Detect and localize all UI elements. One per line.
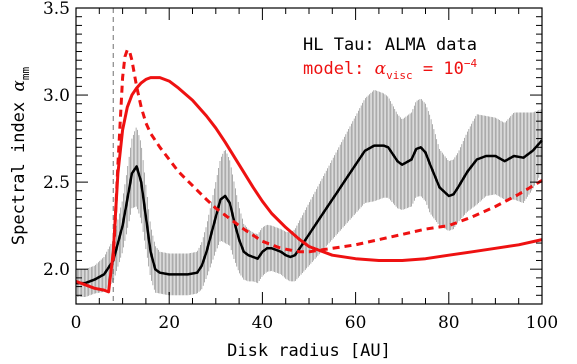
y-tick-label: 3.0 (43, 86, 70, 106)
legend-model-prefix: model: (303, 59, 375, 79)
x-tick-label: 100 (526, 313, 558, 333)
series-line-1 (76, 139, 543, 285)
series-group (75, 48, 543, 294)
y-axis-title-symbol: α (9, 80, 29, 92)
legend-model-label: model: αvisc = 10−4 (303, 57, 477, 82)
legend-data-label: HL Tau: ALMA data (303, 35, 477, 55)
ticks (75, 7, 543, 305)
series-line-2 (75, 76, 543, 294)
x-tick-label: 20 (158, 313, 180, 333)
series-line-3 (111, 48, 543, 261)
x-tick-label: 0 (71, 313, 82, 333)
y-tick-label: 3.5 (43, 0, 70, 19)
error-band (75, 90, 542, 298)
legend-model-subscript: visc (386, 69, 413, 82)
y-tick-labels: 2.0 2.5 3.0 3.5 (43, 0, 70, 280)
y-axis-title-main: Spectral index (9, 102, 29, 245)
y-axis-title-subscript: mm (19, 66, 32, 80)
x-axis-title: Disk radius [AU] (227, 341, 391, 361)
x-tick-label: 60 (345, 313, 367, 333)
legend-model-symbol: α (375, 59, 387, 79)
y-tick-label: 2.0 (43, 260, 70, 280)
x-tick-labels: 0 20 40 60 80 100 (71, 313, 559, 333)
x-tick-label: 40 (252, 313, 274, 333)
y-axis-title: Spectral index αmm (9, 66, 32, 245)
legend-model-eq: = 10 (413, 59, 464, 79)
x-tick-label: 80 (438, 313, 460, 333)
y-tick-label: 2.5 (43, 173, 70, 193)
legend-model-exponent: −4 (464, 57, 478, 70)
